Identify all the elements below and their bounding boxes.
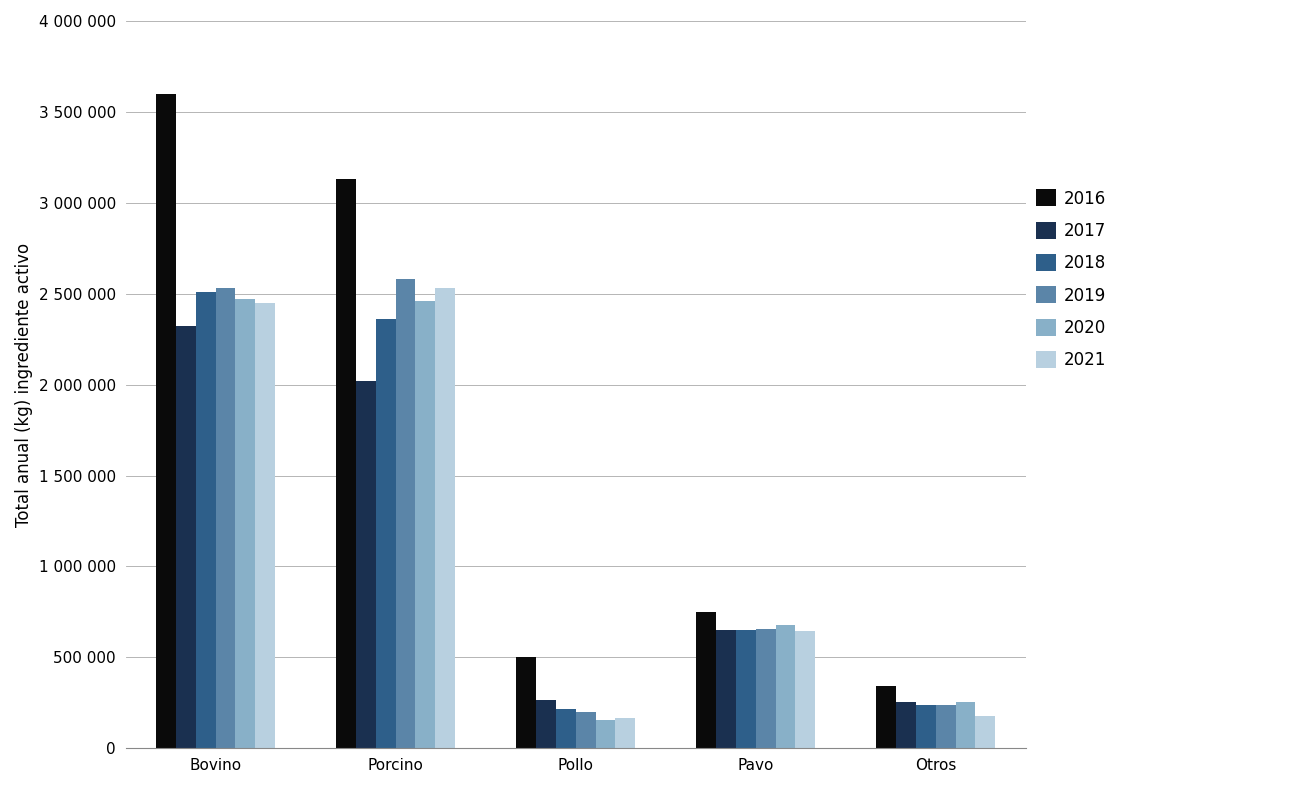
- Y-axis label: Total anual (kg) ingrediente activo: Total anual (kg) ingrediente activo: [14, 243, 33, 526]
- Bar: [396, 279, 416, 749]
- Bar: [516, 657, 535, 749]
- Bar: [935, 704, 955, 749]
- Bar: [356, 381, 375, 749]
- Bar: [976, 716, 996, 749]
- Legend: 2016, 2017, 2018, 2019, 2020, 2021: 2016, 2017, 2018, 2019, 2020, 2021: [1035, 189, 1106, 369]
- Bar: [695, 612, 716, 749]
- Bar: [535, 700, 556, 749]
- Bar: [235, 299, 256, 749]
- Bar: [876, 686, 896, 749]
- Bar: [156, 94, 176, 749]
- Bar: [556, 709, 576, 749]
- Bar: [716, 630, 736, 749]
- Bar: [775, 625, 795, 749]
- Bar: [195, 292, 215, 749]
- Bar: [756, 629, 775, 749]
- Bar: [795, 631, 815, 749]
- Bar: [215, 288, 235, 749]
- Bar: [176, 326, 195, 749]
- Bar: [336, 179, 356, 749]
- Bar: [416, 301, 436, 749]
- Bar: [896, 702, 916, 749]
- Bar: [955, 702, 976, 749]
- Bar: [596, 720, 615, 749]
- Bar: [256, 303, 276, 749]
- Bar: [436, 288, 455, 749]
- Bar: [615, 719, 635, 749]
- Bar: [375, 319, 396, 749]
- Bar: [916, 704, 935, 749]
- Bar: [576, 712, 596, 749]
- Bar: [736, 630, 756, 749]
